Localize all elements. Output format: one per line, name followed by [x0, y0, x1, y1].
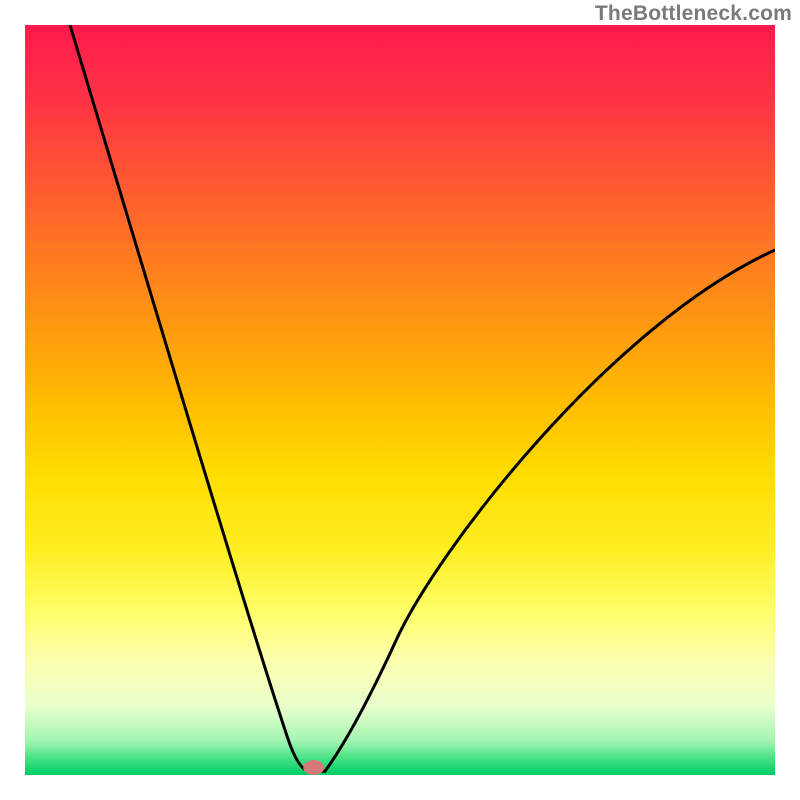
- watermark-text: TheBottleneck.com: [595, 2, 792, 26]
- bottleneck-curve: [25, 25, 775, 775]
- minimum-marker: [303, 760, 324, 775]
- plot-area: [25, 25, 775, 775]
